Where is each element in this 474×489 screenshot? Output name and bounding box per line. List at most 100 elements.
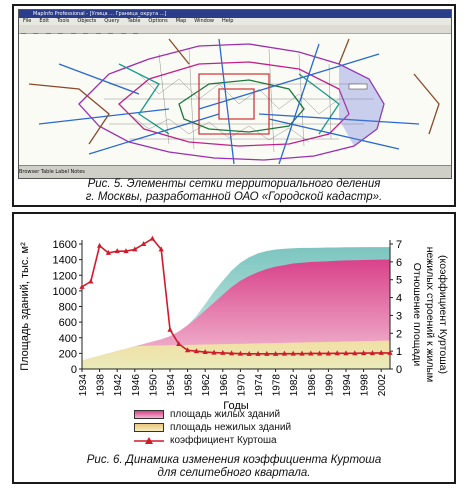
kurtosh-point <box>97 242 103 248</box>
x-tick-label: 1934 <box>78 374 89 397</box>
y-tick-label-left: 200 <box>59 348 77 360</box>
kurtosh-point <box>290 350 296 356</box>
kurtosh-point <box>229 350 235 356</box>
y-axis-label-right: Отношение площади <box>411 263 423 367</box>
legend-label: площадь нежилых зданий <box>170 422 292 433</box>
kurtosh-point <box>237 350 243 356</box>
x-tick-label: 1950 <box>148 374 159 397</box>
menu-item[interactable]: File <box>23 18 32 24</box>
area-base <box>82 340 390 369</box>
kurtosh-point <box>264 350 270 356</box>
y-axis-label-right: (коэффициент Куртоша) <box>437 255 449 374</box>
x-tick-label: 1942 <box>113 374 124 397</box>
kurtosh-point <box>88 278 94 284</box>
x-tick-label: 1958 <box>184 374 195 397</box>
x-tick-label: 1962 <box>201 374 212 397</box>
y-tick-label-right: 7 <box>396 239 402 251</box>
y-tick-label-left: 600 <box>59 317 77 329</box>
kurtosh-point <box>352 350 358 356</box>
kurtosh-point <box>281 350 287 356</box>
x-tick-label: 1978 <box>272 374 283 397</box>
legend-label: коэффициент Куртоша <box>170 435 277 446</box>
x-tick-label: 1974 <box>254 374 265 397</box>
kurtosh-point <box>176 341 182 346</box>
menu-item[interactable]: Map <box>175 18 187 24</box>
menu-item[interactable]: Edit <box>39 18 50 24</box>
y-tick-label-right: 6 <box>396 257 402 269</box>
menu-item[interactable]: Objects <box>77 18 97 24</box>
kurtosh-point <box>123 248 129 254</box>
figure-5-panel: MapInfo Professional - [Улица ... Границ… <box>12 4 456 207</box>
moscow-grid-map <box>28 38 440 165</box>
x-tick-label: 1998 <box>360 374 371 397</box>
legend-line-kurtosh <box>134 437 164 444</box>
x-tick-label: 1954 <box>166 374 177 397</box>
toolbar <box>19 25 451 38</box>
y-tick-label-right: 1 <box>396 346 402 358</box>
kurtosh-point <box>317 350 323 356</box>
mapinfo-window: MapInfo Professional - [Улица ... Границ… <box>18 9 452 179</box>
x-tick-label: 1966 <box>219 374 230 397</box>
y-tick-label-right: 2 <box>396 328 402 340</box>
kurtosh-point <box>185 347 191 353</box>
figure-6-panel: 0 200 400 600 800 1000 1200 1400 1600 0 1 2 3 4 5 6 7 193… <box>12 212 456 484</box>
y-axis-label-right: нежилых строений к жилым <box>424 247 436 383</box>
x-tick-label: 1986 <box>307 374 318 397</box>
kurtosh-point <box>246 350 252 356</box>
x-tick-label: 1994 <box>342 374 353 397</box>
kurtosh-point <box>325 350 331 356</box>
kurtosh-point <box>158 246 164 252</box>
legend-swatch-residential <box>134 410 164 419</box>
kurtosh-point <box>105 249 111 255</box>
menu-item[interactable]: Query <box>104 18 120 24</box>
kurtosh-point <box>202 349 208 355</box>
legend-label: площадь жилых зданий <box>170 409 281 420</box>
kurtosh-point <box>193 348 199 354</box>
menu-bar: File Edit Tools Objects Query Table Options Map… <box>19 18 451 25</box>
caption-line: Рис. 6. Динамика изменения коэффициента … <box>86 454 382 466</box>
y-tick-label-right: 0 <box>396 364 402 376</box>
kurtosh-point <box>141 241 147 246</box>
kurtosh-point <box>343 350 349 356</box>
kurtosh-point <box>334 350 340 356</box>
area-residential <box>82 259 390 369</box>
x-tick-label: 1938 <box>96 374 107 397</box>
kurtosh-point <box>167 326 173 332</box>
y-tick-label-left: 1000 <box>53 286 77 298</box>
x-axis-label: Годы <box>223 400 249 412</box>
kurtosh-point <box>211 349 217 355</box>
legend-swatch-nonresidential <box>134 423 164 432</box>
kurtosh-point <box>378 349 384 355</box>
taskbar: Browser Table Label Notes <box>19 165 451 178</box>
kurtosh-point <box>79 283 85 289</box>
caption-line: для селитебного квартала. <box>157 467 311 479</box>
y-tick-label-right: 5 <box>396 275 402 287</box>
map-canvas[interactable] <box>19 34 451 165</box>
kurtosh-point <box>149 235 155 241</box>
y-tick-label-left: 1200 <box>53 270 77 282</box>
x-tick-label: 1990 <box>324 374 335 397</box>
y-tick-label-right: 4 <box>396 293 402 305</box>
figure-6-caption: Рис. 6. Динамика изменения коэффициента … <box>14 454 454 480</box>
menu-item[interactable]: Help <box>222 18 234 24</box>
window-title: MapInfo Professional - [Улица ... Границ… <box>19 10 451 18</box>
kurtosh-point <box>273 350 279 356</box>
menu-item[interactable]: Window <box>194 18 214 24</box>
menu-item[interactable]: Options <box>148 18 168 24</box>
menu-item[interactable]: Tools <box>57 18 70 24</box>
x-tick-label: 1970 <box>236 374 247 397</box>
y-tick-label-left: 0 <box>71 364 77 376</box>
y-tick-label-left: 1600 <box>53 239 77 251</box>
y-tick-label-right: 3 <box>396 310 402 322</box>
kurtosh-point <box>114 248 120 254</box>
menu-item[interactable]: Table <box>127 18 141 24</box>
y-tick-label-left: 800 <box>59 302 77 314</box>
kurtosh-point <box>387 349 393 355</box>
y-tick-label-left: 400 <box>59 333 77 345</box>
kurtosh-point <box>255 350 261 356</box>
caption-line: Рис. 5. Элементы сетки территориального … <box>87 178 381 190</box>
kurtosh-point <box>369 350 375 356</box>
x-tick-label: 1946 <box>131 374 142 397</box>
kurtosh-point <box>308 350 314 356</box>
kurtosh-chart: 0 200 400 600 800 1000 1200 1400 1600 0 1 2 3 4 5 6 7 193… <box>19 235 449 412</box>
